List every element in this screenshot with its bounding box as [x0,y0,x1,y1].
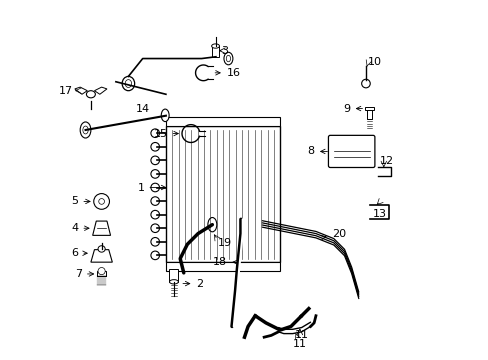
Polygon shape [94,87,107,94]
Ellipse shape [224,52,232,65]
Text: 3: 3 [221,46,228,57]
Circle shape [151,170,159,178]
Ellipse shape [161,109,169,122]
Circle shape [151,156,159,165]
Polygon shape [75,87,87,94]
Text: 12: 12 [380,156,393,166]
Text: 8: 8 [306,147,327,157]
Ellipse shape [207,217,216,232]
Text: 5: 5 [71,197,90,206]
Circle shape [151,224,159,233]
Circle shape [151,183,159,192]
Ellipse shape [169,280,178,284]
Text: 16: 16 [215,68,240,78]
Circle shape [151,143,159,151]
Bar [165,117,280,126]
Text: 2: 2 [183,279,203,289]
Text: 6: 6 [71,248,87,258]
Text: 15: 15 [153,129,178,139]
Ellipse shape [122,76,134,91]
FancyBboxPatch shape [328,135,374,167]
Ellipse shape [211,44,219,48]
Circle shape [94,194,109,209]
Bar [366,111,372,119]
Ellipse shape [80,122,91,138]
Polygon shape [91,249,112,262]
Bar [212,46,218,57]
Text: 19: 19 [217,238,231,248]
Text: 1: 1 [137,183,165,193]
Ellipse shape [86,91,95,98]
Polygon shape [93,221,110,235]
Text: 11: 11 [292,334,306,349]
Text: 9: 9 [342,104,362,113]
Text: 4: 4 [71,223,89,233]
Bar [97,271,106,276]
Ellipse shape [125,80,131,87]
Text: 11: 11 [294,330,308,341]
Circle shape [361,79,369,88]
Text: 20: 20 [320,229,346,240]
Bar [169,269,178,282]
Bar [165,126,280,262]
Ellipse shape [226,55,230,62]
Circle shape [151,210,159,219]
Text: 10: 10 [367,57,381,67]
Bar [165,262,280,271]
Text: 18: 18 [212,257,237,267]
Circle shape [151,251,159,260]
Circle shape [151,238,159,246]
Bar [365,107,373,111]
Circle shape [151,197,159,205]
Text: 14: 14 [135,104,149,114]
Circle shape [99,199,104,204]
Ellipse shape [82,126,88,134]
Text: 17: 17 [59,86,73,96]
Text: 13: 13 [372,208,386,219]
Circle shape [151,129,159,138]
Circle shape [98,267,105,275]
Text: 7: 7 [75,269,93,279]
Ellipse shape [98,246,105,252]
